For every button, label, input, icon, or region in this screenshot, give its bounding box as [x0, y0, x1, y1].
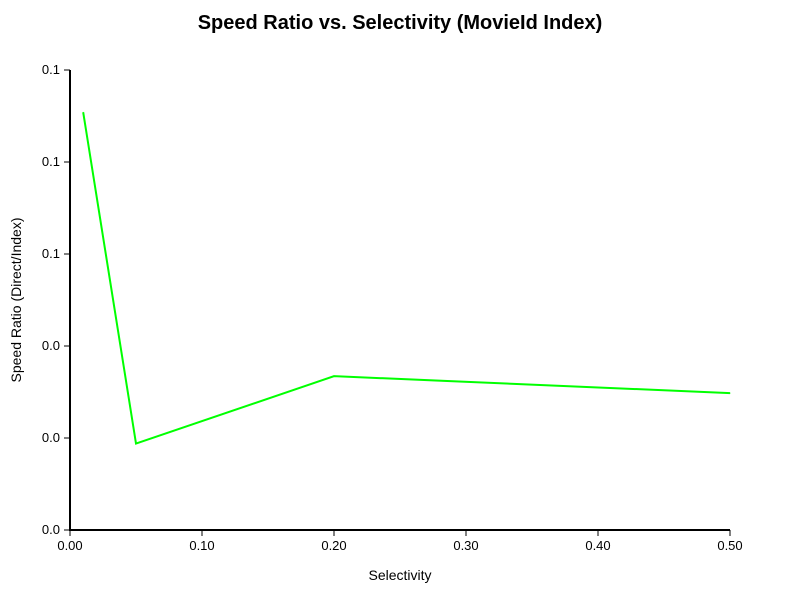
x-tick-label: 0.00 [57, 538, 82, 553]
data-point [82, 111, 84, 113]
data-point [729, 392, 731, 394]
data-point [333, 375, 335, 377]
y-tick-label: 0.1 [42, 246, 60, 261]
x-axis-label: Selectivity [368, 567, 431, 583]
y-axis-label: Speed Ratio (Direct/Index) [8, 218, 24, 383]
x-axis-ticks: 0.00 0.10 0.20 0.30 0.40 0.50 [57, 530, 743, 553]
x-tick-label: 0.20 [321, 538, 346, 553]
data-point [135, 443, 137, 445]
series-line [82, 112, 731, 445]
y-tick-label: 0.1 [42, 154, 60, 169]
x-tick-label: 0.10 [189, 538, 214, 553]
x-tick-label: 0.30 [453, 538, 478, 553]
y-tick-label: 0.1 [42, 62, 60, 77]
y-tick-label: 0.0 [42, 522, 60, 537]
chart-title: Speed Ratio vs. Selectivity (MovieId Ind… [198, 12, 603, 34]
y-tick-label: 0.0 [42, 430, 60, 445]
y-tick-label: 0.0 [42, 338, 60, 353]
series-layer [82, 111, 731, 445]
x-tick-label: 0.40 [585, 538, 610, 553]
x-tick-label: 0.50 [717, 538, 742, 553]
y-axis-ticks: 0.0 0.0 0.0 0.1 0.1 0.1 [42, 62, 70, 537]
